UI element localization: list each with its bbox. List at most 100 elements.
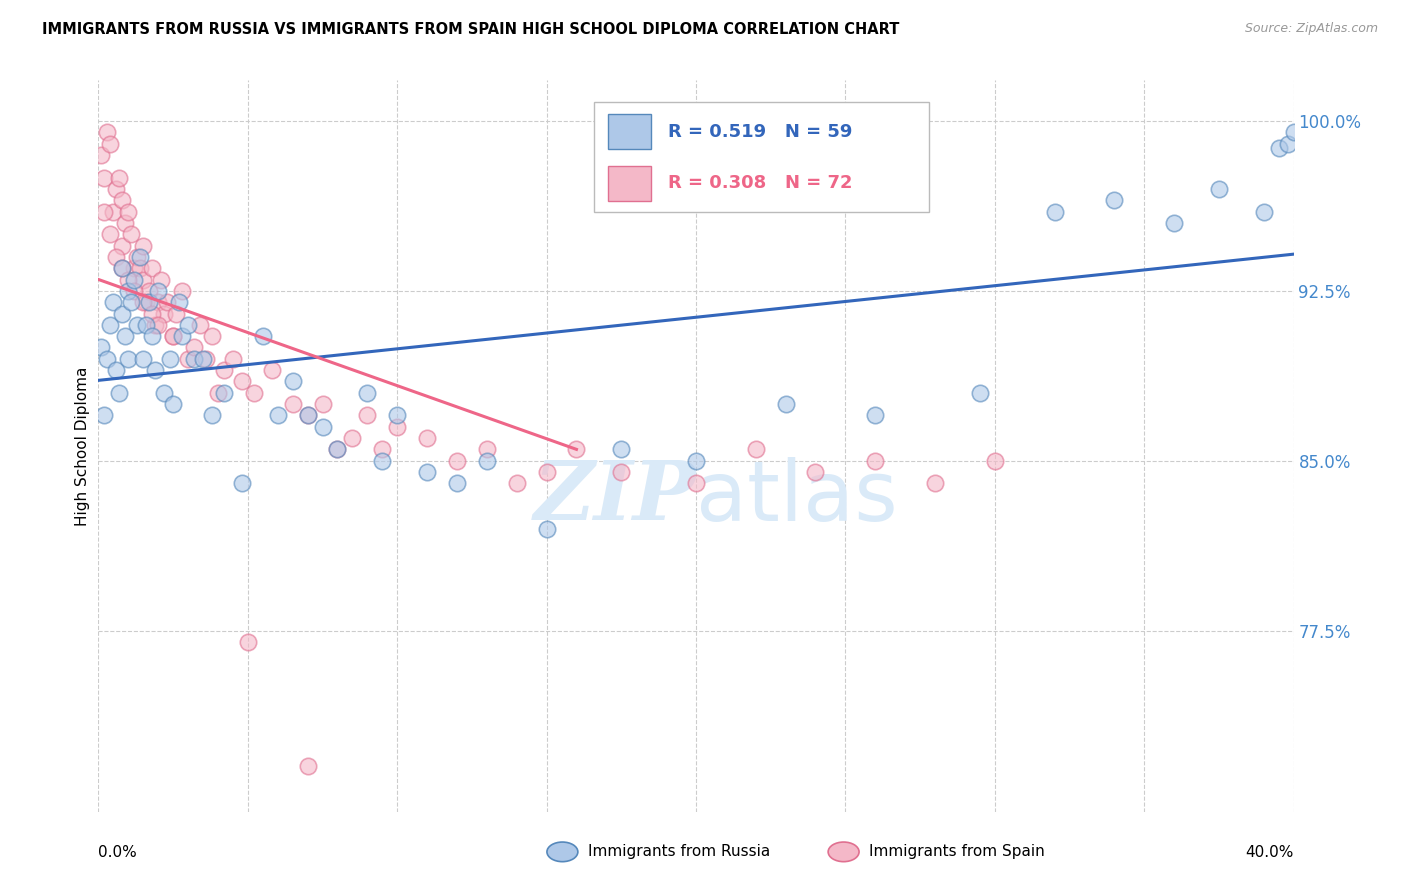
Point bbox=[506, 476, 529, 491]
Point bbox=[167, 295, 190, 310]
Point bbox=[416, 431, 439, 445]
Point bbox=[162, 329, 184, 343]
Point bbox=[385, 409, 409, 423]
Point bbox=[135, 295, 157, 310]
Point bbox=[297, 409, 319, 423]
Point bbox=[207, 385, 229, 400]
Point bbox=[98, 318, 122, 332]
Point bbox=[108, 385, 131, 400]
Point bbox=[153, 385, 176, 400]
Point bbox=[138, 284, 160, 298]
Point bbox=[103, 295, 125, 310]
Point bbox=[93, 409, 115, 423]
Point bbox=[105, 363, 128, 377]
Point bbox=[143, 318, 166, 332]
Point bbox=[536, 465, 558, 479]
Point bbox=[117, 272, 139, 286]
Point bbox=[231, 476, 253, 491]
Point bbox=[1208, 182, 1230, 196]
Point bbox=[297, 409, 319, 423]
Point bbox=[231, 375, 253, 389]
Point bbox=[610, 442, 633, 457]
Text: ZIP: ZIP bbox=[533, 458, 696, 537]
Point bbox=[252, 329, 274, 343]
Point bbox=[93, 170, 115, 185]
Text: Immigrants from Russia: Immigrants from Russia bbox=[588, 845, 770, 859]
Point bbox=[194, 351, 218, 366]
Point bbox=[124, 261, 146, 276]
Point bbox=[165, 306, 187, 320]
Point bbox=[148, 284, 170, 298]
Point bbox=[1163, 216, 1185, 230]
Point bbox=[865, 409, 887, 423]
Point bbox=[1043, 204, 1066, 219]
Point bbox=[475, 454, 498, 468]
Point bbox=[111, 194, 134, 208]
Point bbox=[90, 148, 112, 162]
Point bbox=[141, 329, 163, 343]
Point bbox=[685, 454, 707, 468]
Point bbox=[132, 238, 155, 252]
Point bbox=[141, 261, 163, 276]
Point bbox=[162, 397, 184, 411]
Text: IMMIGRANTS FROM RUSSIA VS IMMIGRANTS FROM SPAIN HIGH SCHOOL DIPLOMA CORRELATION : IMMIGRANTS FROM RUSSIA VS IMMIGRANTS FRO… bbox=[42, 22, 900, 37]
Point bbox=[371, 442, 394, 457]
Point bbox=[120, 295, 142, 310]
Point bbox=[117, 204, 139, 219]
Point bbox=[326, 442, 349, 457]
Point bbox=[111, 238, 134, 252]
Point bbox=[385, 419, 409, 434]
Point bbox=[177, 351, 200, 366]
Point bbox=[132, 272, 155, 286]
Point bbox=[156, 295, 179, 310]
Point bbox=[148, 318, 170, 332]
Point bbox=[117, 351, 139, 366]
Text: Source: ZipAtlas.com: Source: ZipAtlas.com bbox=[1244, 22, 1378, 36]
Text: Immigrants from Spain: Immigrants from Spain bbox=[869, 845, 1045, 859]
Point bbox=[188, 318, 211, 332]
Point bbox=[745, 442, 768, 457]
Point bbox=[172, 284, 194, 298]
Point bbox=[148, 295, 170, 310]
Point bbox=[475, 442, 498, 457]
Point bbox=[212, 363, 235, 377]
Point bbox=[132, 351, 155, 366]
Point bbox=[260, 363, 283, 377]
Point bbox=[311, 419, 333, 434]
Point bbox=[129, 261, 152, 276]
Point bbox=[804, 465, 827, 479]
Text: 0.0%: 0.0% bbox=[98, 845, 138, 860]
Point bbox=[311, 397, 333, 411]
Point bbox=[132, 295, 155, 310]
Point bbox=[610, 465, 633, 479]
Point bbox=[143, 363, 166, 377]
Point bbox=[342, 431, 364, 445]
Point bbox=[326, 442, 349, 457]
Point bbox=[969, 385, 991, 400]
Point bbox=[111, 261, 134, 276]
Point bbox=[983, 454, 1005, 468]
Point bbox=[96, 351, 118, 366]
Point bbox=[138, 295, 160, 310]
Point bbox=[924, 476, 946, 491]
Point bbox=[416, 465, 439, 479]
Point bbox=[281, 375, 304, 389]
Point bbox=[281, 397, 304, 411]
Point bbox=[775, 397, 797, 411]
Point bbox=[183, 341, 205, 355]
Point bbox=[1267, 141, 1289, 155]
Point bbox=[446, 454, 468, 468]
Point bbox=[1277, 136, 1299, 151]
Point bbox=[243, 385, 266, 400]
Point bbox=[108, 170, 131, 185]
Point bbox=[111, 261, 134, 276]
Point bbox=[98, 136, 122, 151]
Point bbox=[201, 329, 224, 343]
Point bbox=[124, 272, 146, 286]
Point bbox=[98, 227, 122, 242]
Point bbox=[96, 125, 118, 139]
Point bbox=[297, 759, 319, 773]
Point bbox=[536, 522, 558, 536]
Point bbox=[141, 306, 163, 320]
Point bbox=[1282, 125, 1305, 139]
